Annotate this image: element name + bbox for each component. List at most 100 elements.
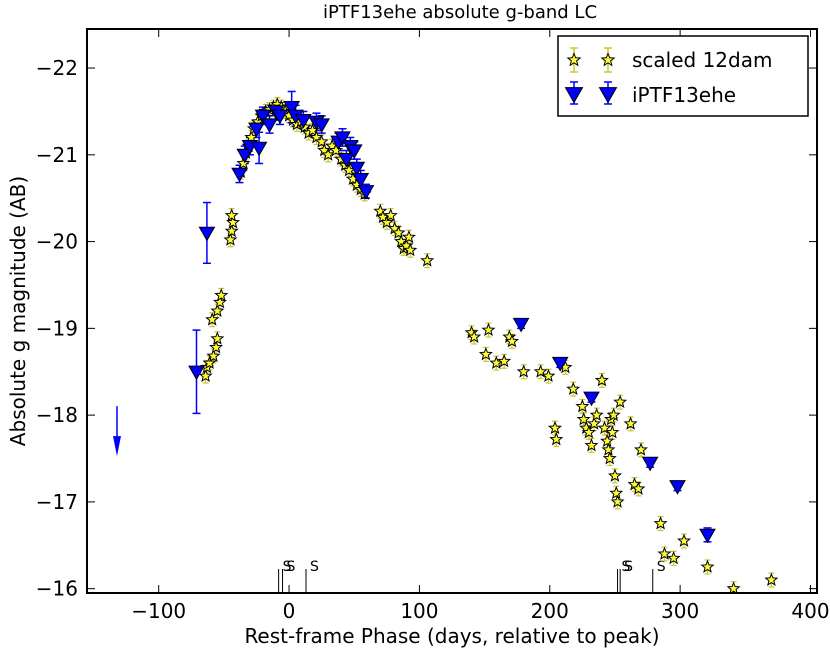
triangle-point-iptf13ehe [248,122,265,138]
star-point-12dam [631,481,646,495]
star-point-12dam [224,223,239,238]
star-point-12dam [653,516,668,530]
star-point-12dam [403,242,418,257]
triangle-point-iptf13ehe [551,356,569,372]
triangle-point-iptf13ehe [231,167,248,183]
star-point-12dam [481,322,496,337]
spectrum-label: S [622,559,631,575]
star-point-12dam [210,303,225,317]
star-point-12dam [205,312,220,326]
star-point-12dam [584,438,599,452]
legend-star-icon [566,52,582,67]
star-point-12dam [613,394,628,409]
spectrum-label: S [287,559,296,575]
y-tick-label: −20 [36,230,78,254]
star-point-12dam [497,353,512,368]
triangle-point-iptf13ehe [348,161,366,177]
legend-triangle-icon [598,87,618,104]
data-markers [112,97,779,593]
legend-star-icon [600,52,616,67]
triangle-point-iptf13ehe [236,148,254,164]
spectrum-label: S [657,559,666,575]
triangle-point-iptf13ehe [512,317,530,333]
y-tick-label: −18 [36,403,78,427]
star-point-12dam [420,253,435,267]
star-point-12dam [623,416,638,430]
triangle-point-iptf13ehe [641,456,659,472]
triangle-point-iptf13ehe [254,109,272,125]
star-point-12dam [605,425,620,439]
triangle-point-iptf13ehe [295,113,312,129]
star-point-12dam [566,381,581,396]
legend-triangle-icon [564,87,584,104]
x-tick-label: 200 [531,599,569,623]
star-point-12dam [214,288,229,302]
legend: scaled 12dam iPTF13ehe [557,35,809,117]
star-point-12dam [764,572,779,586]
star-point-12dam [589,407,604,422]
star-point-12dam [607,468,622,482]
triangle-point-iptf13ehe [352,172,370,188]
star-point-12dam [541,368,556,383]
spectrum-markers: SS S SS S [278,559,666,593]
triangle-point-iptf13ehe [334,131,351,146]
plot-frame [86,28,818,594]
x-axis-label: Rest-frame Phase (days, relative to peak… [244,624,659,648]
star-point-12dam [549,432,564,446]
legend-symbols [564,47,618,105]
star-point-12dam [467,329,482,343]
triangle-point-iptf13ehe [345,144,363,159]
star-point-12dam [373,203,388,218]
y-tick-label: −22 [36,56,78,80]
y-axis-label: Absolute g magnitude (AB) [6,176,30,446]
spectrum-label: S [310,559,319,575]
star-point-12dam [581,425,596,439]
star-point-12dam [677,533,692,547]
star-point-12dam [610,494,625,508]
star-point-12dam [657,546,672,560]
star-point-12dam [576,412,591,426]
star-point-12dam [601,442,616,456]
x-tick-label: 300 [661,599,699,623]
star-point-12dam [236,156,251,170]
x-tick-label: 0 [283,599,296,623]
x-tick-label: 400 [791,599,829,623]
triangle-point-iptf13ehe [338,153,355,168]
star-point-12dam [634,442,649,456]
triangle-point-iptf13ehe [188,365,205,381]
y-axis-ticks: −16 −17 −18 −19 −20 −21 −22 [36,56,817,601]
star-point-12dam [504,333,519,348]
star-point-12dam [321,147,336,161]
triangle-point-iptf13ehe [250,141,268,157]
star-point-12dam [597,420,612,435]
upper-limit-arrowhead [112,436,121,457]
x-tick-label: −100 [131,599,186,623]
triangle-point-iptf13ehe [261,118,278,133]
star-point-12dam [533,364,548,378]
legend-label-12dam: scaled 12dam [632,48,772,72]
triangle-point-iptf13ehe [357,185,375,200]
triangle-point-iptf13ehe [283,100,301,116]
triangle-point-iptf13ehe [198,226,216,242]
star-point-12dam [726,581,741,593]
triangle-point-iptf13ehe [271,109,289,125]
star-point-12dam [600,433,615,448]
star-point-12dam [206,348,221,363]
star-point-12dam [209,340,224,354]
y-tick-label: −19 [36,316,78,340]
star-point-12dam [606,407,621,422]
star-point-12dam [547,420,562,435]
star-point-12dam [314,134,329,148]
y-tick-label: −21 [36,143,78,167]
triangle-point-iptf13ehe [669,480,686,495]
triangle-point-iptf13ehe [313,118,331,133]
x-axis-ticks: −100 0 100 200 300 400 [131,29,830,623]
y-tick-label: −17 [36,490,78,514]
spectrum-label: S [283,559,292,575]
triangle-point-iptf13ehe [699,528,716,544]
legend-box [557,35,809,117]
star-point-12dam [391,225,406,239]
star-point-12dam [198,368,213,383]
x-tick-label: 100 [400,599,438,623]
